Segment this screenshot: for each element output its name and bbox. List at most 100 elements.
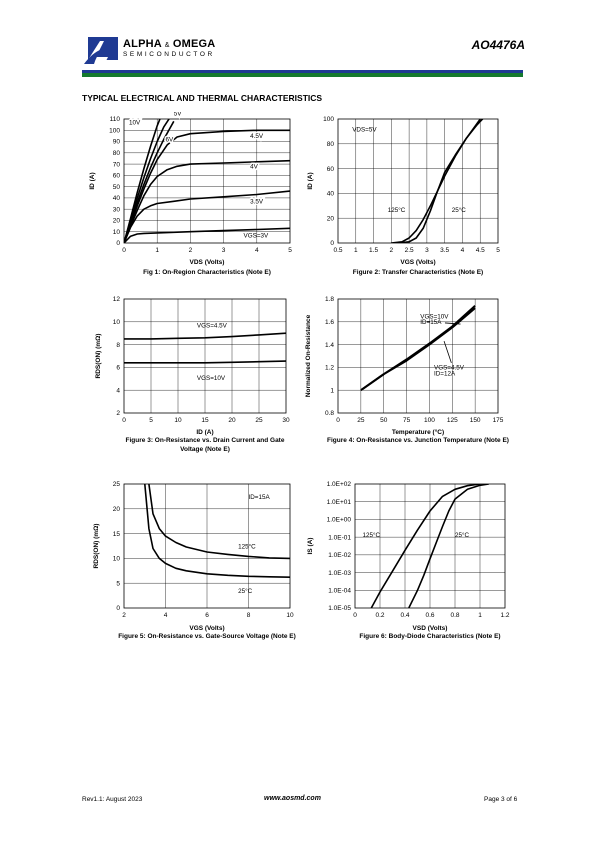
series-line [360, 305, 476, 392]
x-axis-label: ID (A) [196, 429, 213, 436]
figure-caption: Fig 1: On-Region Characteristics (Note E… [143, 269, 271, 276]
figure-caption: Figure 3: On-Resistance vs. Drain Curren… [126, 437, 285, 444]
company-name: ALPHA & OMEGA [123, 38, 216, 50]
x-axis-label: VDS (Volts) [190, 259, 225, 266]
plot-frame [123, 483, 291, 609]
y-tick-label: 40 [327, 191, 335, 198]
y-tick-label: 1 [330, 387, 334, 394]
series-annotation: 125°C [388, 206, 406, 214]
y-tick-label: 20 [113, 506, 121, 513]
annotation-arrow [444, 322, 461, 325]
x-tick-label: 6 [205, 612, 209, 619]
figure-caption: Figure 4: On-Resistance vs. Junction Tem… [327, 437, 509, 444]
y-tick-label: 110 [110, 116, 121, 123]
y-tick-label: 1.0E-02 [328, 552, 351, 559]
figure-2-chart: 0.5 1 1.5 2 2.5 3 3.5 4 4.5 5 0 20 40 60 80 100 VDS=5V 12… [307, 116, 500, 276]
series-line [398, 119, 484, 243]
series-annotation: 25°C [452, 206, 467, 214]
plot-frame [337, 118, 499, 244]
x-tick-label: 4 [255, 247, 259, 254]
series-line [148, 484, 290, 560]
series-annotation: VGS=10V [197, 375, 226, 382]
y-tick-label: 25 [113, 481, 121, 488]
y-tick-label: 10 [113, 319, 121, 326]
y-tick-label: 80 [113, 150, 121, 157]
x-tick-label: 0 [122, 247, 126, 254]
y-tick-label: 5 [116, 580, 120, 587]
series-line [144, 484, 290, 578]
y-tick-label: 90 [113, 139, 121, 146]
x-tick-label: 100 [424, 417, 435, 424]
y-tick-label: 80 [327, 141, 335, 148]
x-tick-label: 0.6 [425, 612, 434, 619]
section-title: TYPICAL ELECTRICAL AND THERMAL CHARACTER… [82, 93, 323, 103]
x-tick-label: 1.2 [500, 612, 509, 619]
figure-caption: Figure 2: Transfer Characteristics (Note… [353, 269, 483, 276]
series-line [124, 227, 290, 243]
x-tick-label: 50 [380, 417, 388, 424]
annotation-arrow [443, 341, 452, 363]
plot-frame [123, 298, 287, 414]
y-tick-label: 15 [113, 531, 121, 538]
series-line [408, 484, 489, 608]
y-tick-label: 60 [327, 166, 335, 173]
series-annotation: VGS=4.5V [434, 365, 465, 372]
series-line [124, 159, 290, 243]
x-tick-label: 3 [222, 247, 226, 254]
y-tick-label: 10 [113, 556, 121, 563]
y-tick-label: 1.8 [325, 296, 334, 303]
series-annotation: 10V [129, 120, 141, 127]
x-tick-label: 0.4 [400, 612, 409, 619]
series-annotation: VGS=4.5V [197, 323, 228, 330]
series-annotation: 4.5V [250, 133, 264, 140]
footer-website[interactable]: www.aosmd.com [264, 795, 321, 802]
alpha-omega-logo-icon [84, 37, 118, 64]
series-line [124, 119, 170, 243]
y-tick-label: 20 [327, 215, 335, 222]
y-tick-label: 0 [330, 240, 334, 247]
x-tick-label: 150 [470, 417, 481, 424]
x-tick-label: 25 [357, 417, 365, 424]
y-tick-label: 2 [116, 410, 120, 417]
series-line [124, 332, 286, 340]
y-tick-label: 20 [113, 218, 121, 225]
x-tick-label: 4 [164, 612, 168, 619]
x-tick-label: 5 [288, 247, 292, 254]
x-tick-label: 5 [149, 417, 153, 424]
y-tick-label: 1.0E-05 [328, 605, 351, 612]
x-tick-label: 2 [122, 612, 126, 619]
x-tick-label: 1 [478, 612, 482, 619]
series-annotation: 4V [250, 164, 259, 171]
y-axis-label: IS (A) [307, 538, 314, 555]
y-tick-label: 1.0E-04 [328, 587, 351, 594]
x-tick-label: 1 [155, 247, 159, 254]
x-tick-label: 3.5 [440, 247, 449, 254]
y-tick-label: 10 [113, 229, 121, 236]
x-tick-label: 2 [189, 247, 193, 254]
x-axis-label: VGS (Volts) [189, 625, 224, 632]
y-axis-label: Normalized On-Resistance [305, 314, 312, 397]
x-tick-label: 0.2 [375, 612, 384, 619]
y-tick-label: 1.4 [325, 342, 334, 349]
y-tick-label: 60 [113, 173, 121, 180]
series-annotation: 125°C [238, 542, 256, 550]
figure-caption-line2: Voltage (Note E) [180, 446, 230, 453]
series-annotation: VGS=3V [244, 232, 269, 239]
y-tick-label: 1.6 [325, 319, 334, 326]
figure-6-chart: 0 0.2 0.4 0.6 0.8 1 1.2 1.0E-05 1.0E-04 1.0E-03 1.… [307, 481, 510, 640]
x-tick-label: 10 [286, 612, 294, 619]
figure-caption: Figure 6: Body-Diode Characteristics (No… [359, 633, 500, 640]
series-annotation: 5V [174, 112, 183, 118]
y-tick-label: 0 [116, 605, 120, 612]
figure-4-chart: 0 25 50 75 100 125 150 175 0.8 1 1.2 1.4 1.6 1.8 VGS=1… [305, 296, 509, 444]
y-tick-label: 30 [113, 206, 121, 213]
y-tick-label: 12 [113, 296, 121, 303]
series-annotation: ID=15A [249, 494, 271, 501]
figure-3-chart: 0 5 10 15 20 25 30 2 4 6 8 10 12 VGS=4.5V VGS=10V ID (A… [95, 296, 290, 453]
x-tick-label: 30 [282, 417, 290, 424]
y-tick-label: 40 [113, 195, 121, 202]
header-green-bar [82, 73, 523, 77]
x-tick-label: 3 [425, 247, 429, 254]
series-annotation: VGS=10V [420, 313, 449, 320]
